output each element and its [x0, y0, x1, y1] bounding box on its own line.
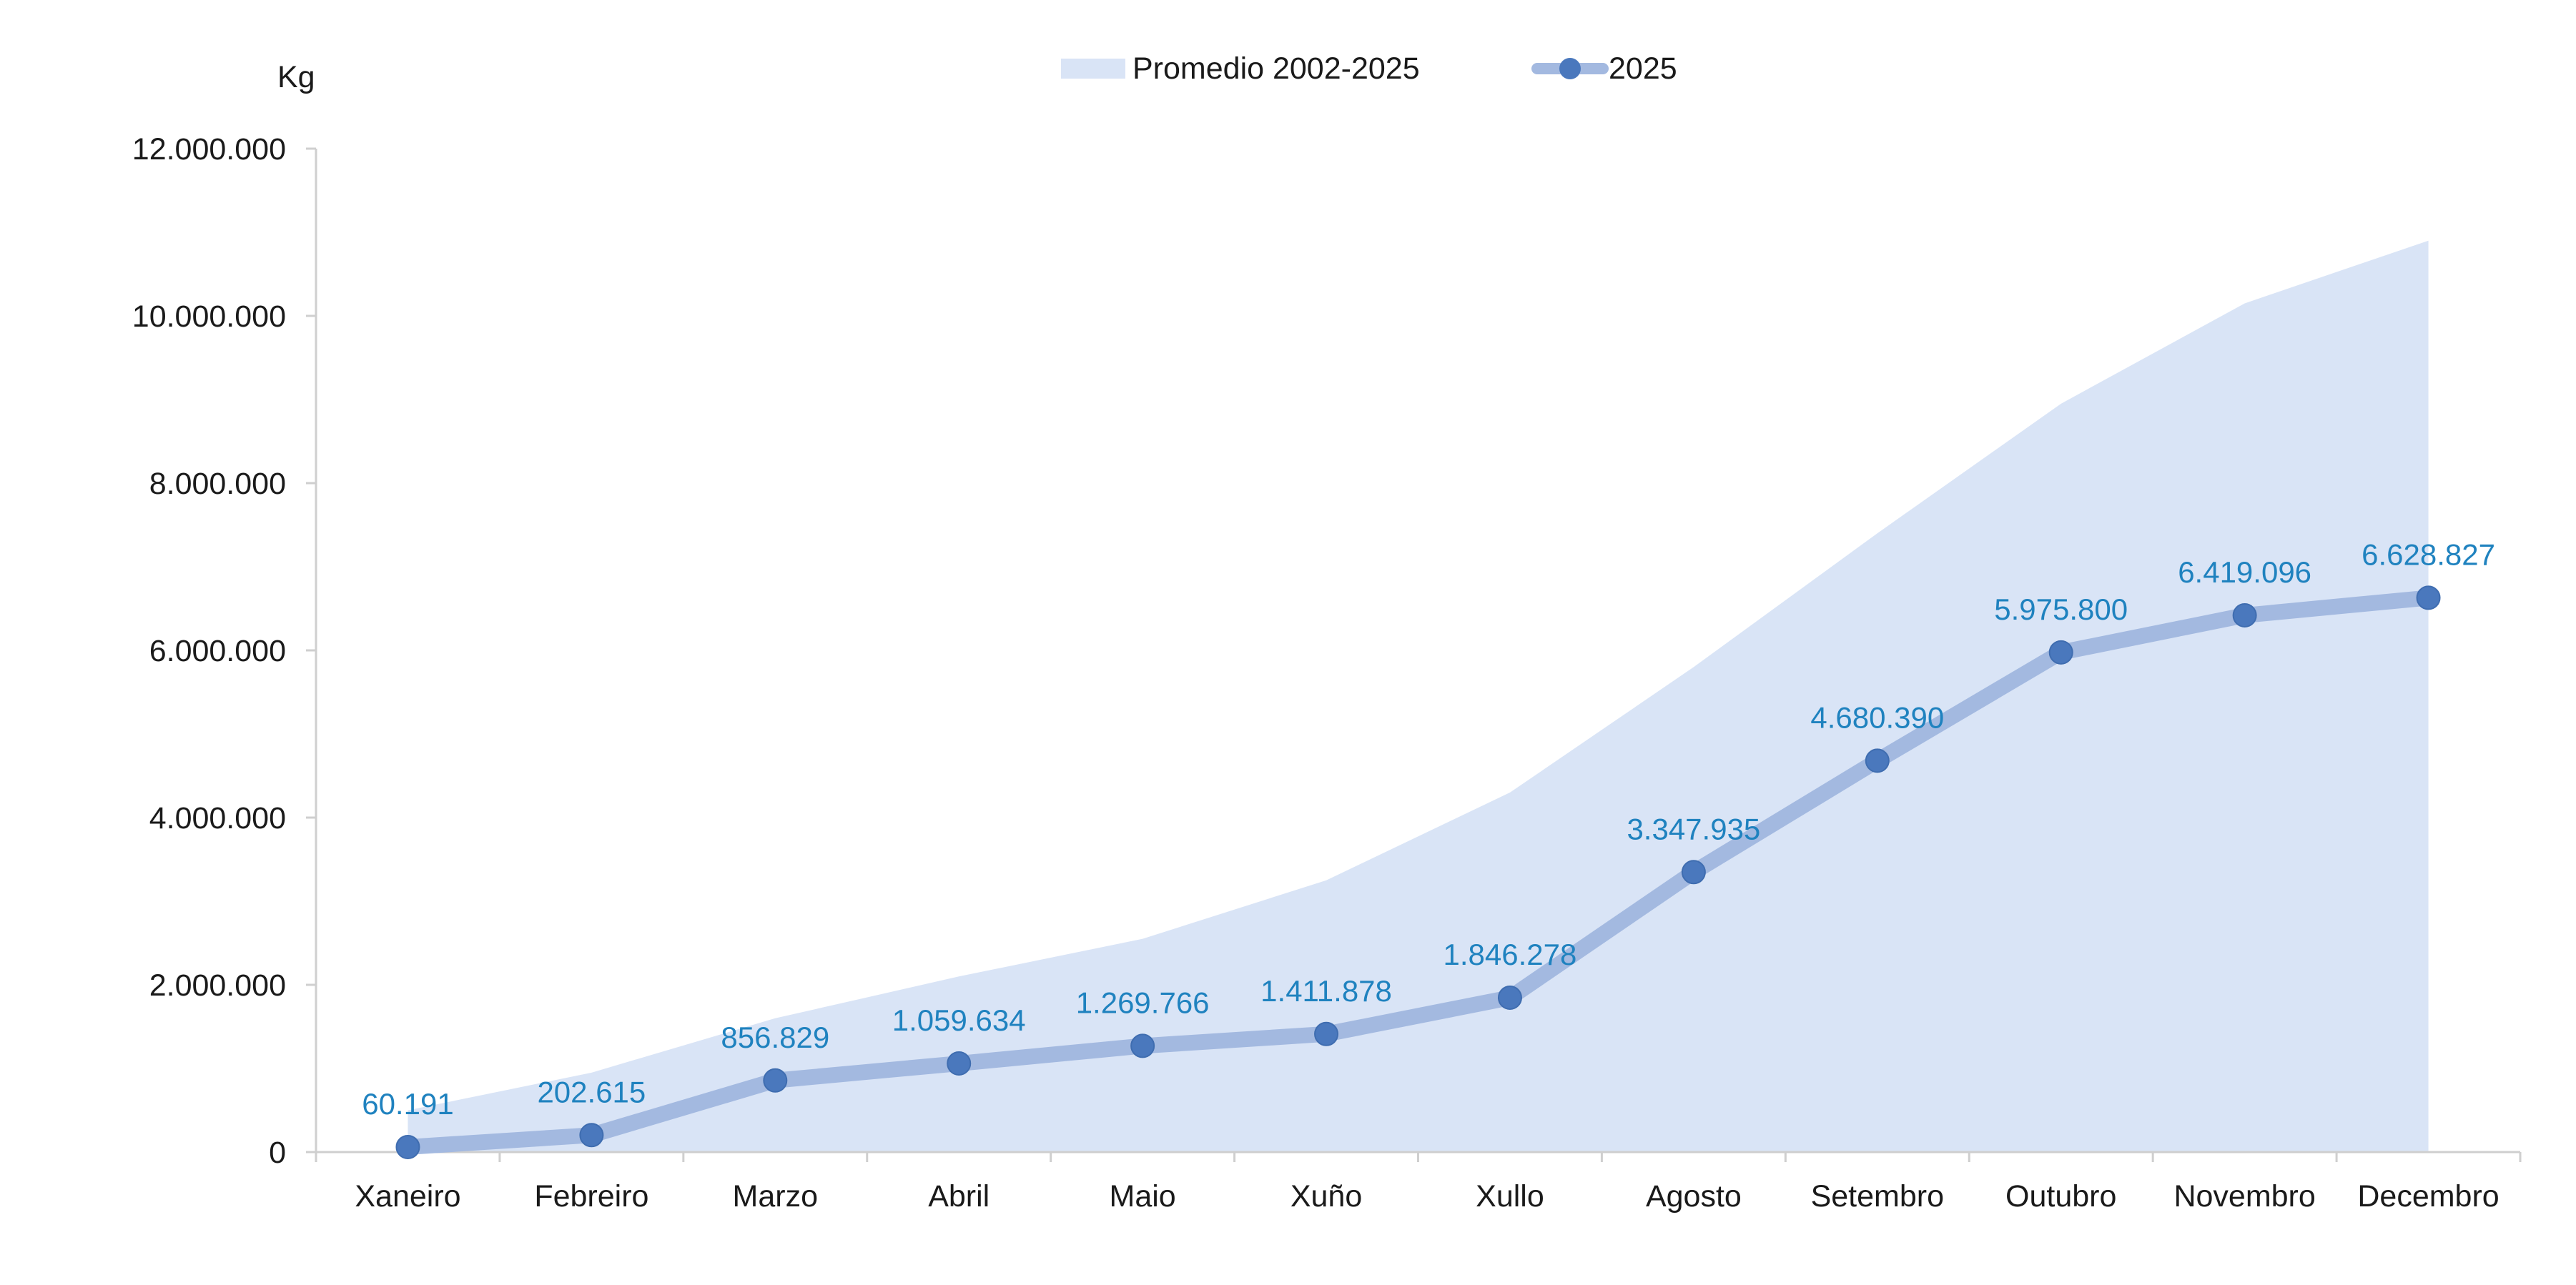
- data-label: 3.347.935: [1627, 812, 1760, 845]
- series-2025-point: [395, 1134, 420, 1159]
- legend-label-average: Promedio 2002-2025: [1132, 51, 1420, 86]
- y-tick-label: 4.000.000: [149, 801, 286, 835]
- axes-layer: 0 2.000.000 4.000.000 6.000.000 8.000.000 10.…: [132, 132, 2522, 1214]
- x-tick-label: Xaneiro: [355, 1179, 460, 1214]
- area-series-layer: [408, 240, 2429, 1153]
- data-label: 1.059.634: [892, 1003, 1026, 1037]
- data-label: 1.269.766: [1076, 986, 1210, 1019]
- data-label: 4.680.390: [1810, 700, 1944, 734]
- average-area: [408, 240, 2429, 1153]
- line-series-layer: [395, 585, 2441, 1159]
- x-tick-label: Novembro: [2173, 1179, 2315, 1214]
- x-tick-label: Maio: [1110, 1179, 1176, 1214]
- data-label: 60.191: [362, 1087, 453, 1121]
- y-tick-label: 0: [269, 1136, 286, 1170]
- series-2025-point: [1681, 860, 1706, 885]
- series-2025-point: [1130, 1033, 1155, 1058]
- data-label: 6.628.827: [2362, 537, 2495, 571]
- y-tick-label: 12.000.000: [132, 132, 286, 167]
- y-tick-label: 2.000.000: [149, 968, 286, 1003]
- y-tick-label: 6.000.000: [149, 634, 286, 668]
- x-tick-label: Abril: [928, 1179, 990, 1214]
- series-2025-point: [947, 1051, 972, 1076]
- series-2025-point: [2048, 640, 2073, 665]
- data-label: 1.411.878: [1260, 974, 1392, 1008]
- data-label: 856.829: [721, 1021, 829, 1054]
- data-label: 6.419.096: [2178, 555, 2311, 589]
- x-tick-label: Agosto: [1646, 1179, 1742, 1214]
- series-2025-point: [2416, 585, 2441, 610]
- legend-label-2025: 2025: [1609, 51, 1677, 86]
- series-2025-point: [763, 1068, 788, 1093]
- legend-swatch-average: [1061, 59, 1125, 79]
- x-tick-label: Xuño: [1291, 1179, 1362, 1214]
- y-tick-label: 8.000.000: [149, 467, 286, 501]
- legend: Promedio 2002-2025 2025: [1061, 51, 1677, 86]
- x-tick-label: Xullo: [1476, 1179, 1544, 1214]
- y-tick-label: 10.000.000: [132, 299, 286, 334]
- series-2025-point: [1314, 1021, 1339, 1046]
- series-2025-point: [579, 1123, 604, 1148]
- series-2025-point: [1497, 985, 1522, 1010]
- x-tick-label: Decembro: [2357, 1179, 2499, 1214]
- series-2025-point: [1865, 748, 1890, 773]
- data-label: 5.975.800: [1994, 592, 2128, 626]
- y-axis-unit-label: Kg: [277, 60, 315, 94]
- series-2025-point: [2232, 602, 2257, 627]
- data-label: 202.615: [537, 1075, 646, 1108]
- data-labels-layer: 60.191 202.615 856.829 1.059.634 1.269.766 1.…: [362, 537, 2495, 1121]
- x-tick-label: Setembro: [1811, 1179, 1944, 1214]
- series-2025-line: [400, 590, 2437, 1155]
- x-tick-label: Marzo: [733, 1179, 818, 1214]
- data-label: 1.846.278: [1444, 938, 1577, 971]
- x-tick-label: Febreiro: [534, 1179, 648, 1214]
- x-tick-label: Outubro: [2005, 1179, 2116, 1214]
- legend-swatch-2025-marker: [1559, 58, 1581, 79]
